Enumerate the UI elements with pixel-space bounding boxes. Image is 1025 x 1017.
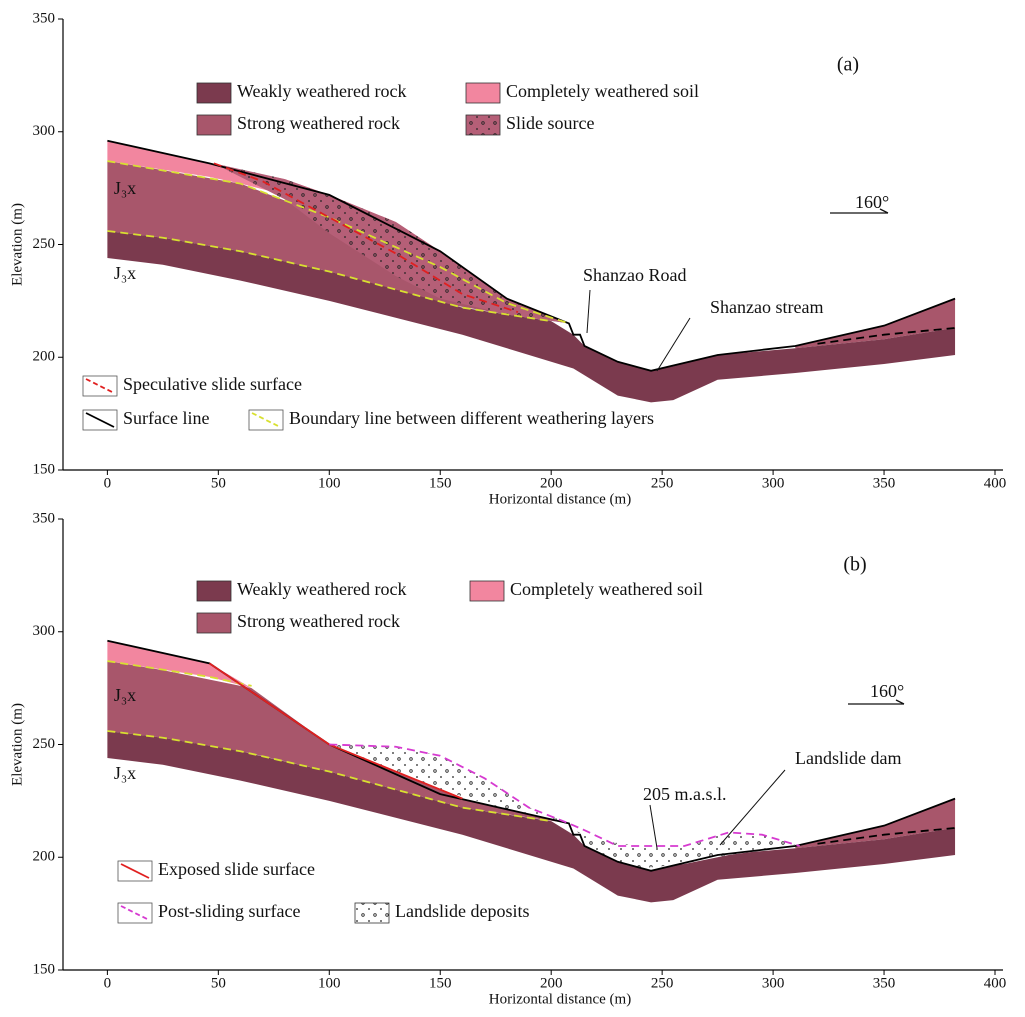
x-tick-label: 50 [211, 475, 226, 491]
annotation: J₃x [114, 685, 136, 705]
legend-swatch-line [120, 905, 150, 921]
layer [795, 298, 956, 349]
x-axis-label: Horizontal distance (m) [489, 491, 631, 507]
layer-pattern [573, 830, 800, 869]
layer [107, 661, 569, 824]
legend-label: Strong weathered rock [237, 611, 400, 631]
legend-label: Weakly weathered rock [237, 579, 406, 599]
y-tick-label: 150 [33, 961, 56, 977]
layer [795, 798, 956, 849]
x-tick-label: 150 [429, 975, 452, 991]
annotation: J₃x [114, 763, 136, 783]
legend-label: Boundary line between different weatheri… [289, 408, 654, 428]
x-tick-label: 350 [873, 975, 896, 991]
x-tick-label: 300 [762, 975, 785, 991]
line [107, 230, 552, 323]
legend-swatch [196, 82, 232, 104]
x-tick-label: 200 [540, 975, 563, 991]
layer-pattern [329, 744, 569, 824]
legend-label: Completely weathered soil [510, 579, 703, 599]
x-tick-label: 100 [318, 975, 341, 991]
legend-swatch-pattern [466, 115, 500, 135]
y-axis-label: Elevation (m) [9, 203, 25, 286]
annotation: Landslide dam [795, 748, 901, 768]
y-tick-label: 150 [33, 461, 56, 477]
direction-arrow-head [879, 208, 889, 214]
x-tick-label: 300 [762, 475, 785, 491]
legend-label: Exposed slide surface [158, 859, 315, 879]
legend-swatch [117, 902, 153, 924]
legend-label: Speculative slide surface [123, 374, 302, 394]
y-tick-label: 250 [33, 236, 56, 252]
layer [107, 730, 956, 903]
line [817, 327, 956, 345]
layer [107, 230, 956, 403]
legend-label: Slide source [506, 113, 594, 133]
x-tick-label: 350 [873, 475, 896, 491]
legend-label: Surface line [123, 408, 209, 428]
legend-swatch [248, 409, 284, 431]
legend-swatch-line [251, 412, 281, 428]
line [107, 139, 956, 372]
leader-line [719, 769, 786, 846]
annotation: J₃x [114, 178, 136, 198]
y-tick-label: 300 [33, 623, 56, 639]
line [107, 160, 570, 325]
legend-swatch [196, 114, 232, 136]
x-tick-label: 250 [651, 475, 674, 491]
legend-label: Weakly weathered rock [237, 81, 406, 101]
leader-line [586, 289, 591, 334]
leader-line [656, 317, 691, 372]
y-tick-label: 300 [33, 123, 56, 139]
y-tick-label: 200 [33, 849, 56, 865]
x-tick-label: 0 [104, 475, 112, 491]
x-tick-label: 150 [429, 475, 452, 491]
x-tick-label: 100 [318, 475, 341, 491]
layer [107, 640, 252, 689]
legend-swatch [469, 580, 505, 602]
x-tick-label: 200 [540, 475, 563, 491]
line [107, 730, 552, 823]
annotation: 160° [855, 192, 889, 212]
line [817, 827, 956, 845]
y-tick-label: 350 [33, 10, 56, 26]
annotation: Shanzao stream [710, 297, 823, 317]
x-tick-label: 250 [651, 975, 674, 991]
x-tick-label: 400 [984, 975, 1007, 991]
legend-swatch [82, 375, 118, 397]
x-axis-label: Horizontal distance (m) [489, 991, 631, 1007]
x-tick-label: 50 [211, 975, 226, 991]
panel-title: (b) [843, 554, 866, 576]
y-tick-label: 250 [33, 736, 56, 752]
annotation: 160° [870, 681, 904, 701]
legend-label: Landslide deposits [395, 901, 529, 921]
x-tick-label: 400 [984, 475, 1007, 491]
x-tick-label: 0 [104, 975, 112, 991]
legend-swatch-line [85, 378, 115, 394]
legend-swatch-pattern [355, 903, 389, 923]
direction-arrow-head [895, 699, 905, 705]
line [208, 662, 463, 800]
legend-swatch [196, 612, 232, 634]
legend-label: Completely weathered soil [506, 81, 699, 101]
legend-swatch-line [120, 863, 150, 879]
y-axis-label: Elevation (m) [9, 703, 25, 786]
annotation: Shanzao Road [583, 265, 686, 285]
leader-line [649, 804, 658, 849]
panel-title: (a) [837, 54, 859, 76]
annotation: J₃x [114, 263, 136, 283]
legend-swatch [465, 82, 501, 104]
legend-swatch [196, 580, 232, 602]
legend-label: Strong weathered rock [237, 113, 400, 133]
annotation: 205 m.a.s.l. [643, 784, 727, 804]
y-tick-label: 200 [33, 349, 56, 365]
legend-label: Post-sliding surface [158, 901, 300, 921]
y-tick-label: 350 [33, 510, 56, 526]
legend-swatch-line [85, 412, 115, 428]
line [213, 162, 519, 314]
line [329, 743, 800, 847]
